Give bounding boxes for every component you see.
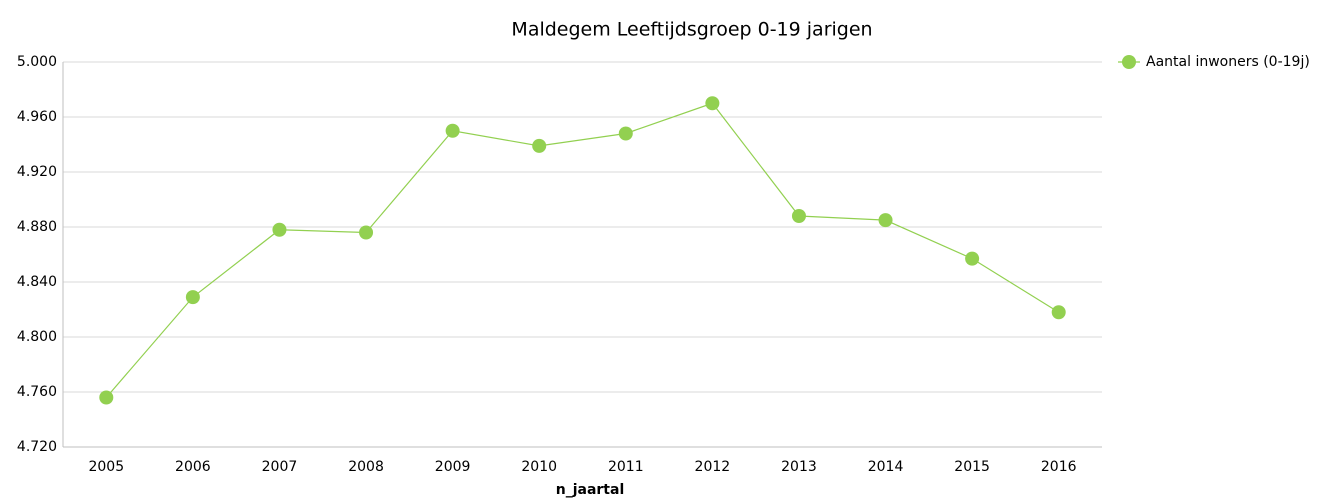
- x-tick-label: 2014: [868, 459, 904, 475]
- data-point: [705, 96, 720, 111]
- x-tick-label: 2008: [348, 459, 384, 475]
- y-tick-label: 4.960: [17, 109, 57, 125]
- x-axis-label: n_jaartal: [556, 482, 625, 498]
- data-point: [445, 123, 460, 138]
- y-tick-label: 4.880: [17, 219, 57, 235]
- data-point: [532, 138, 547, 153]
- data-point: [185, 290, 200, 305]
- data-point: [1051, 305, 1066, 320]
- x-tick-label: 2006: [175, 459, 211, 475]
- x-tick-label: 2007: [262, 459, 298, 475]
- y-tick-label: 5.000: [17, 54, 57, 70]
- y-tick-label: 4.800: [17, 329, 57, 345]
- x-tick-label: 2015: [954, 459, 990, 475]
- data-point: [878, 213, 893, 228]
- y-tick-label: 4.760: [17, 384, 57, 400]
- data-point: [618, 126, 633, 141]
- series-line: [105, 102, 1060, 398]
- data-point: [359, 225, 374, 240]
- legend-label: Aantal inwoners (0-19j): [1146, 54, 1310, 70]
- data-point: [272, 222, 287, 237]
- data-point: [791, 209, 806, 223]
- x-tick-label: 2009: [435, 459, 471, 475]
- x-tick-label: 2012: [695, 459, 731, 475]
- y-tick-label: 4.920: [17, 164, 57, 180]
- legend-marker: [1122, 55, 1136, 69]
- data-point: [965, 251, 980, 266]
- y-tick-label: 4.720: [17, 439, 57, 455]
- chart-title: Maldegem Leeftijdsgroep 0-19 jarigen: [511, 19, 872, 41]
- y-tick-label: 4.840: [17, 274, 57, 290]
- x-tick-label: 2013: [781, 459, 817, 475]
- x-tick-label: 2011: [608, 459, 644, 475]
- x-tick-label: 2005: [88, 459, 124, 475]
- x-tick-label: 2010: [521, 459, 557, 475]
- x-tick-label: 2016: [1041, 459, 1077, 475]
- data-point: [99, 390, 114, 405]
